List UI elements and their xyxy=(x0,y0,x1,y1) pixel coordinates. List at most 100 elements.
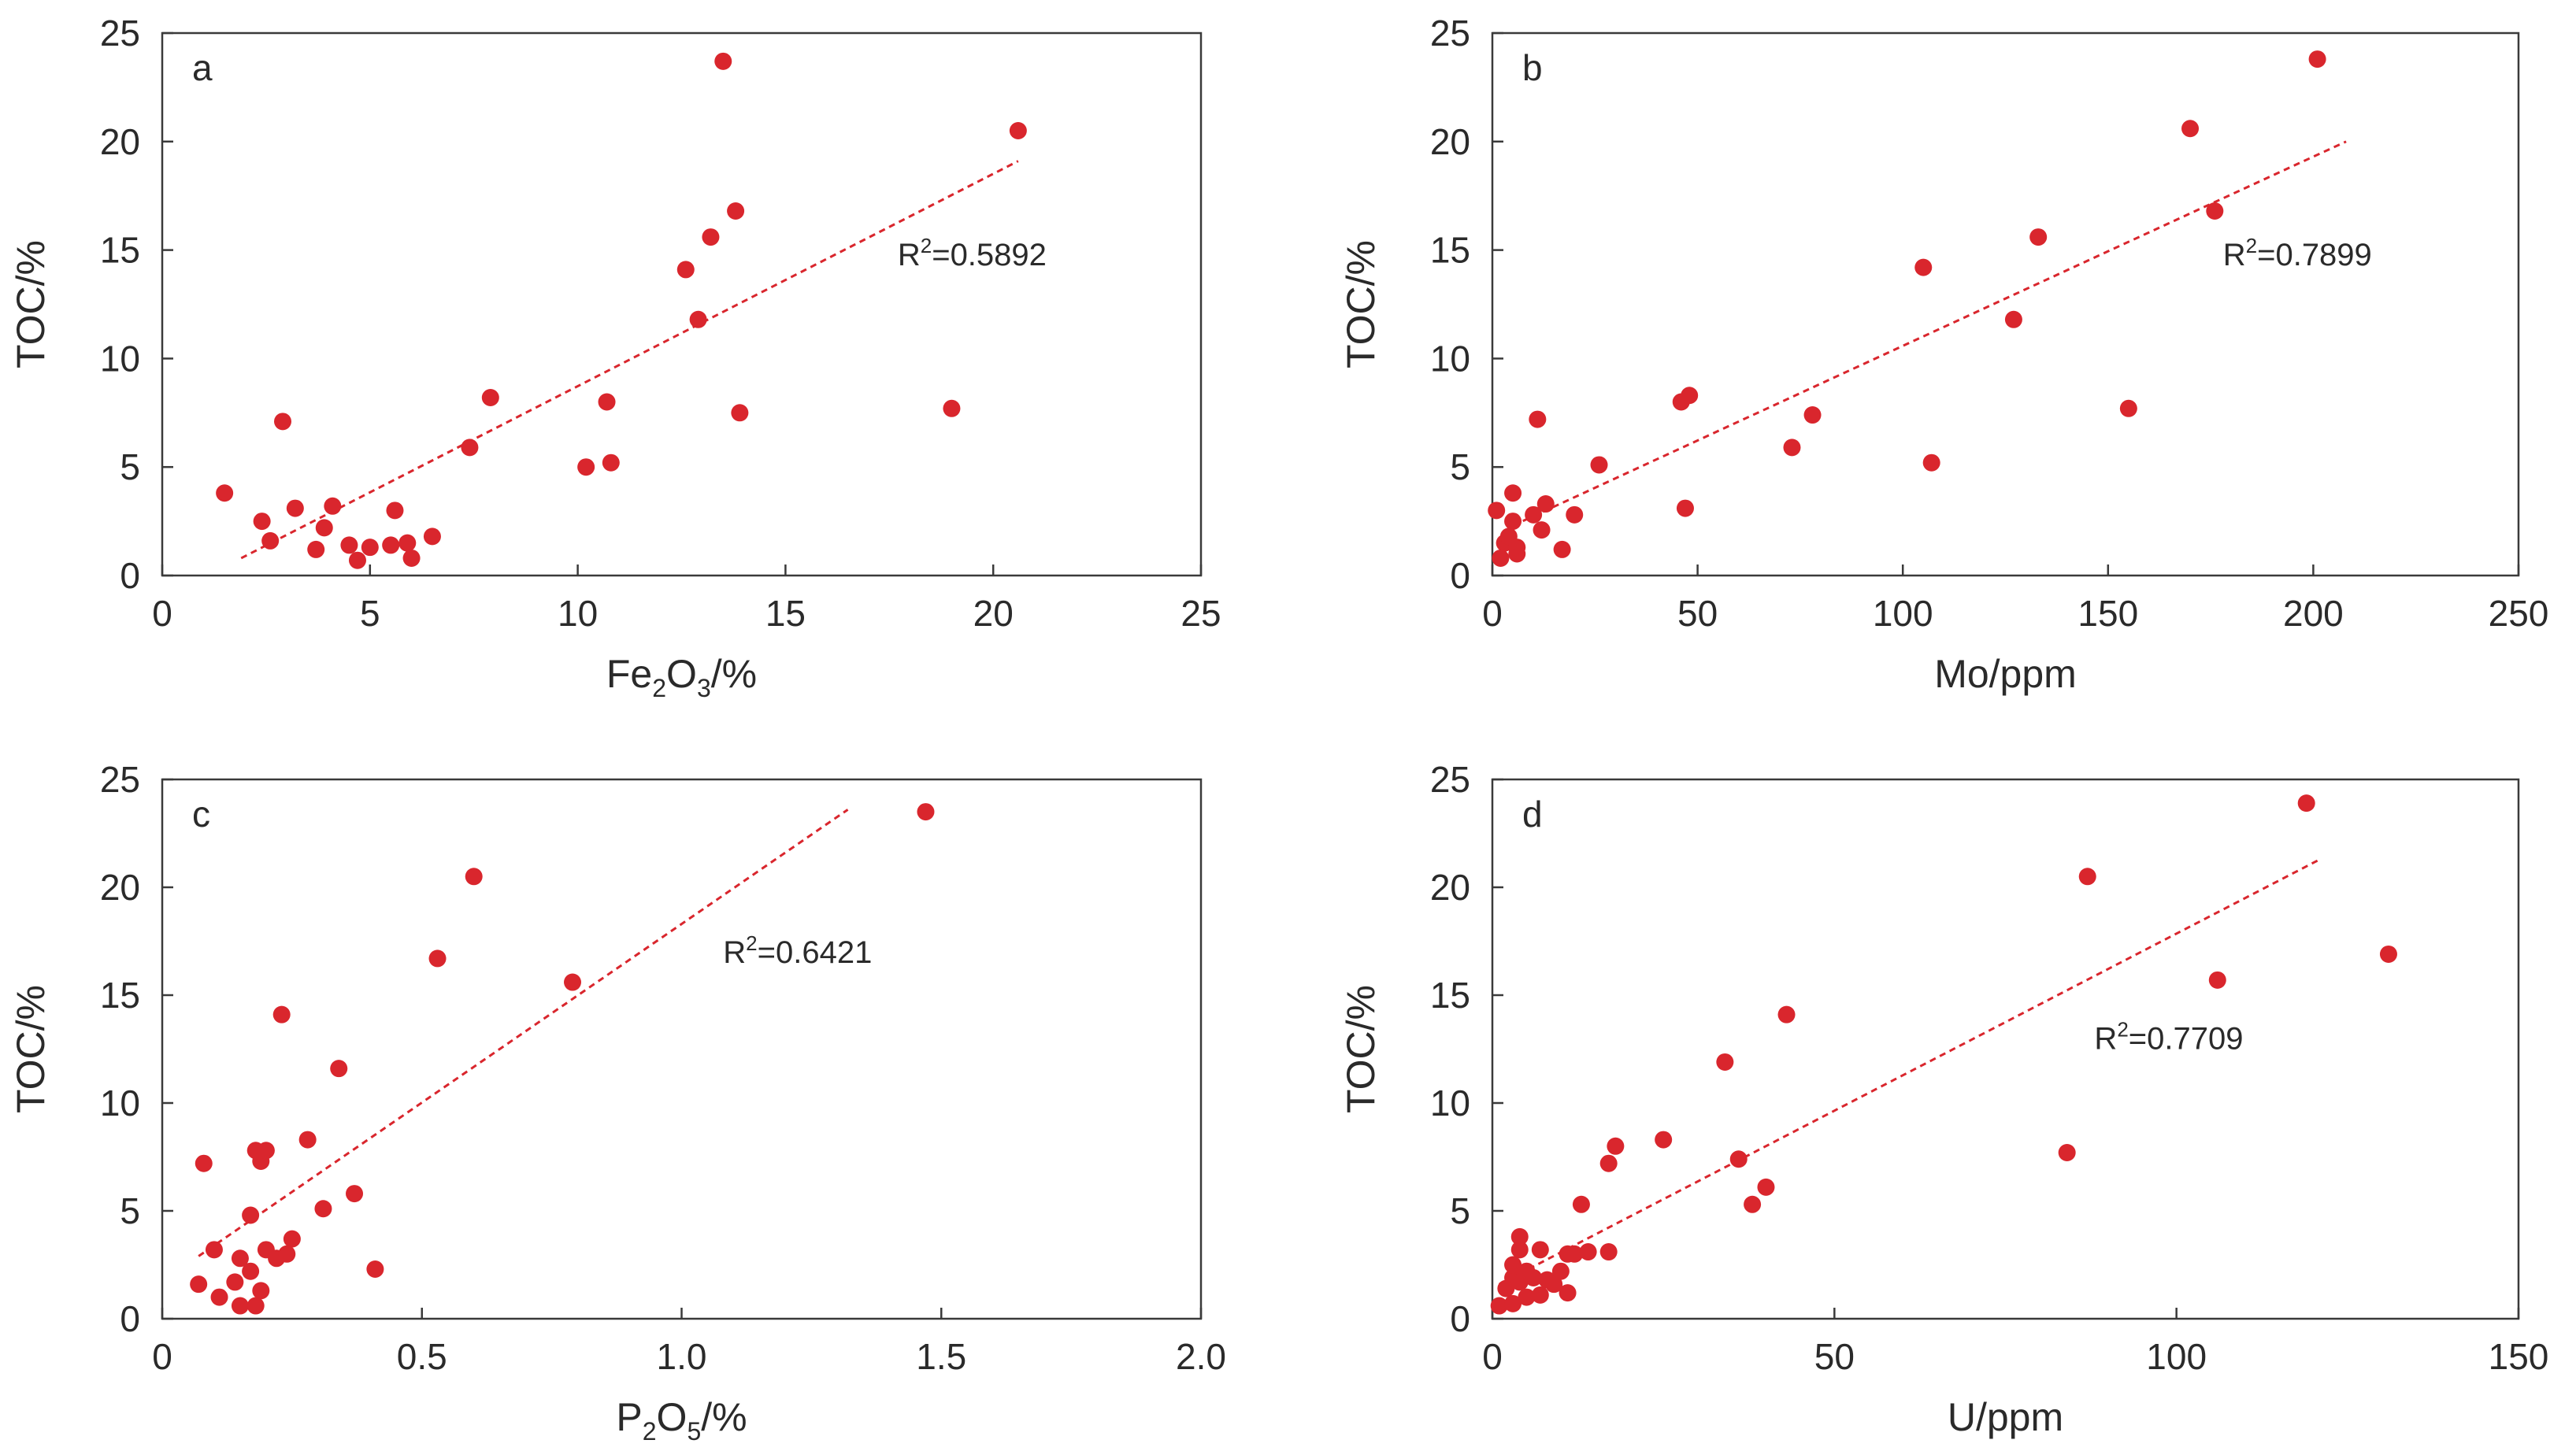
panel-d-data-point xyxy=(1572,1195,1590,1213)
panel-b: 0 50 100 150 200 250 0 5 10 15 20 25 Mo/ppm TOC/% b R2=… xyxy=(1339,13,2548,696)
panel-d-data-point xyxy=(1655,1131,1673,1149)
panel-d-data-point xyxy=(1579,1243,1597,1261)
panel-c-y-tick-label: 5 xyxy=(120,1190,140,1231)
panel-a-data-point xyxy=(676,261,695,279)
panel-d-data-point xyxy=(2058,1144,2076,1162)
panel-b-data-point xyxy=(1914,258,1933,276)
panel-c-data-point xyxy=(283,1230,301,1248)
panel-c-data-point xyxy=(231,1249,249,1268)
panel-b-data-point xyxy=(1529,410,1547,428)
panel-c-x-tick-label: 1.5 xyxy=(916,1336,966,1377)
panel-c-data-point xyxy=(210,1288,228,1306)
panel-b-x-tick-label: 100 xyxy=(1873,593,1933,634)
panel-d-data-point xyxy=(1607,1137,1625,1155)
panel-b-x-tick-label: 200 xyxy=(2283,593,2344,634)
panel-d-data-point xyxy=(2379,945,2397,963)
panel-b-data-point xyxy=(2004,310,2022,328)
panel-a-y-tick-label: 15 xyxy=(100,230,140,271)
panel-d-x-axis-title: U/ppm xyxy=(1948,1395,2063,1439)
panel-d-data-point xyxy=(1559,1284,1577,1302)
panel-a-y-axis-title: TOC/% xyxy=(9,240,53,368)
panel-a-data-point xyxy=(598,393,616,411)
panel-c-data-point xyxy=(252,1282,270,1300)
panel-c-trend-line xyxy=(198,809,849,1257)
panel-c-data-point xyxy=(465,868,483,886)
panel-b-y-tick-label: 5 xyxy=(1450,446,1470,487)
panel-d-y-axis-title: TOC/% xyxy=(1339,985,1383,1113)
panel-c-data-point xyxy=(246,1297,265,1315)
panel-b-x-tick-label: 50 xyxy=(1677,593,1718,634)
panel-c-frame xyxy=(161,778,1203,1320)
panel-c-y-tick-label: 20 xyxy=(100,867,140,908)
panel-a-data-point xyxy=(481,389,499,407)
panel-a-letter: a xyxy=(192,47,213,88)
panel-b-y-axis-title: TOC/% xyxy=(1339,240,1383,368)
panel-b-data-point xyxy=(2181,120,2200,138)
panel-c-data-point xyxy=(195,1154,213,1172)
panel-d-data-point xyxy=(1757,1178,1775,1196)
panel-b-x-tick-label: 250 xyxy=(2489,593,2549,634)
panel-d-data-point xyxy=(1531,1286,1549,1304)
panel-a-data-point xyxy=(423,527,441,546)
panel-c-y-axis-title: TOC/% xyxy=(9,985,53,1113)
panel-a-x-tick-label: 10 xyxy=(558,593,598,634)
panel-a-data-point xyxy=(382,536,400,554)
panel-a-y-tick-label: 5 xyxy=(120,446,140,487)
panel-b-x-axis-title: Mo/ppm xyxy=(1934,652,2077,696)
panel-a-data-point xyxy=(307,540,325,558)
panel-d-y-tick-label: 25 xyxy=(1430,759,1470,800)
panel-c-data-point xyxy=(278,1245,296,1263)
panel-b-data-point xyxy=(1566,505,1584,524)
panel-b-data-point xyxy=(2308,50,2326,68)
panel-a-r2-label: R2=0.5892 xyxy=(898,234,1047,272)
panel-a-data-point xyxy=(702,228,720,246)
panel-d-data-point xyxy=(1599,1243,1618,1261)
panel-a-data-point xyxy=(731,404,749,422)
panel-b-data-point xyxy=(2029,228,2048,246)
panel-a-x-tick-label: 0 xyxy=(152,593,172,634)
panel-a-data-point xyxy=(286,499,304,517)
panel-b-data-point xyxy=(1783,439,1801,457)
panel-a-data-point xyxy=(461,439,479,457)
panel-d-data-point xyxy=(1504,1256,1522,1274)
panel-a-data-point xyxy=(727,202,745,220)
panel-b-y-tick-label: 0 xyxy=(1450,555,1470,596)
panel-c-data-point xyxy=(257,1142,275,1160)
panel-b-data-point xyxy=(1553,540,1571,558)
panel-d-data-point xyxy=(1551,1262,1570,1280)
panel-a-data-point xyxy=(714,52,732,70)
panel-d-letter: d xyxy=(1522,794,1543,835)
panel-b-frame xyxy=(1491,31,2520,577)
panel-a-x-axis-title: Fe2O3/% xyxy=(606,652,757,702)
panel-c-data-point xyxy=(314,1200,332,1218)
panel-c-data-point xyxy=(205,1241,223,1259)
panel-c-data-point xyxy=(564,973,582,991)
panel-d-y-tick-label: 5 xyxy=(1450,1190,1470,1231)
panel-b-data-point xyxy=(1803,406,1822,424)
panel-b-data-point xyxy=(1492,549,1510,567)
panel-a-data-point xyxy=(1009,122,1027,140)
panel-b-data-point xyxy=(1504,484,1522,502)
panel-b-y-tick-label: 20 xyxy=(1430,121,1470,162)
panel-a-y-tick-label: 10 xyxy=(100,338,140,379)
panel-c-data-point xyxy=(330,1060,348,1078)
panel-c-data-point xyxy=(226,1273,244,1291)
panel-c-y-tick-label: 25 xyxy=(100,759,140,800)
panel-d-data-point xyxy=(1490,1297,1508,1315)
panel-c-data-point xyxy=(272,1005,291,1023)
panel-a-data-point xyxy=(324,497,342,515)
panel-c-y-tick-label: 10 xyxy=(100,1083,140,1123)
panel-c-data-point xyxy=(298,1131,317,1149)
panel-d: 0 50 100 150 0 5 10 15 20 25 U/ppm TOC/% d R2=0.7709 xyxy=(1339,759,2548,1439)
panel-d-data-point xyxy=(1716,1053,1734,1071)
panel-b-data-point xyxy=(1504,513,1522,531)
panel-d-x-tick-label: 50 xyxy=(1814,1336,1855,1377)
panel-a-data-point xyxy=(348,551,366,569)
panel-b-r2-label: R2=0.7899 xyxy=(2223,234,2372,272)
panel-c-r2-label: R2=0.6421 xyxy=(723,931,872,970)
panel-c-x-tick-label: 2.0 xyxy=(1176,1336,1226,1377)
panel-c-data-point xyxy=(346,1185,364,1203)
panel-a-x-tick-label: 20 xyxy=(973,593,1014,634)
